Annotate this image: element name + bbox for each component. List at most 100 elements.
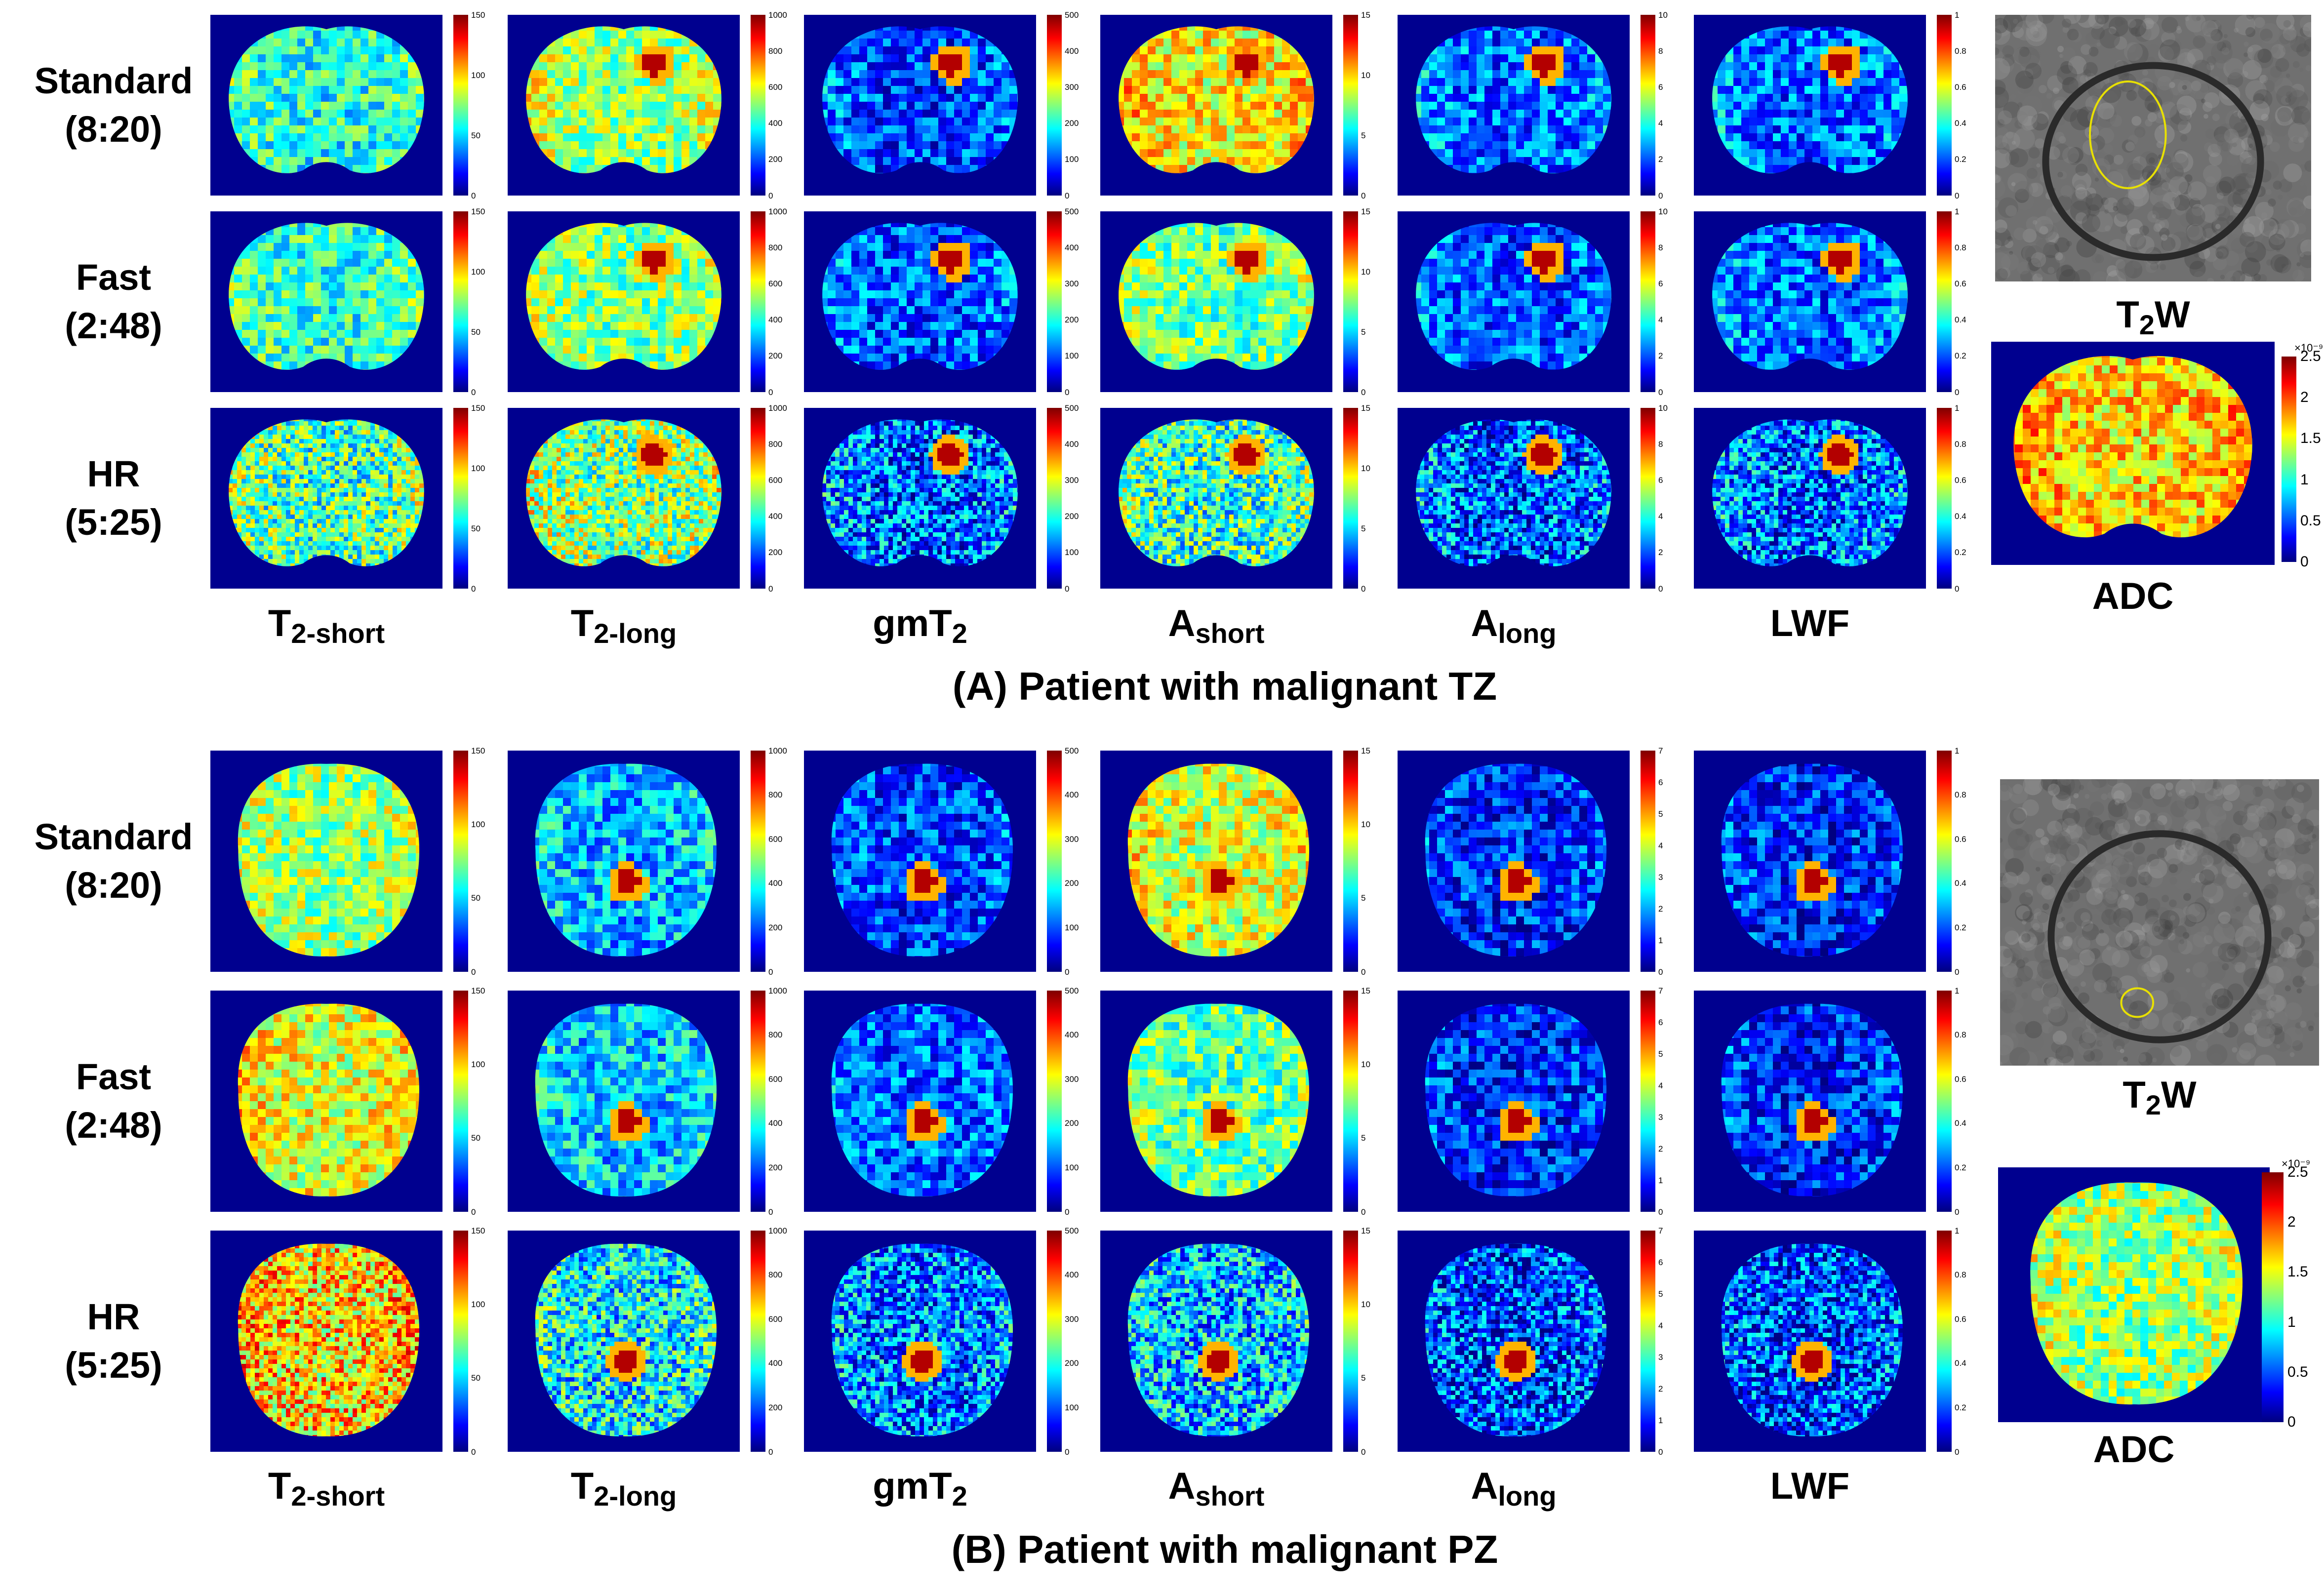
colorbar	[1937, 211, 1952, 392]
column-label-main: LWF	[1770, 1465, 1849, 1507]
colorbar-tick-label: 5	[1361, 328, 1365, 336]
colorbar-tick-label: 10	[1361, 71, 1370, 80]
colorbar-tick-label: 150	[471, 404, 485, 412]
colorbar-tick-label: 0	[1361, 1208, 1365, 1216]
colorbar-tick-label: 50	[471, 1134, 481, 1142]
colorbar-tick-label: 15	[1361, 747, 1370, 755]
colorbar-tick-label: 4	[1658, 1321, 1663, 1330]
colorbar-tick-label: 15	[1361, 207, 1370, 216]
parameter-map	[804, 751, 1036, 972]
colorbar-tick-label: 400	[1065, 243, 1079, 252]
column-label: LWF	[1694, 605, 1926, 647]
panel-caption: (A) Patient with malignant TZ	[494, 667, 1956, 706]
t2w-label-sub: 2	[2146, 1089, 2161, 1120]
colorbar-tick-label: 800	[768, 1031, 782, 1039]
colorbar-tick-label: 2	[1658, 352, 1663, 360]
colorbar-tick-label: 0	[1658, 1448, 1663, 1456]
colorbar	[1641, 408, 1655, 589]
column-label: Along	[1398, 605, 1630, 647]
colorbar-tick-label: 3	[1658, 1113, 1663, 1121]
colorbar-tick-label: 5	[1361, 1374, 1365, 1382]
colorbar	[1937, 1231, 1952, 1452]
row-label-time: (5:25)	[0, 1341, 227, 1390]
colorbar-tick-label: 600	[768, 1075, 782, 1083]
parameter-map	[1100, 15, 1332, 196]
colorbar-tick-label: 600	[768, 835, 782, 843]
colorbar-tick-label: 500	[1065, 404, 1079, 412]
colorbar-tick-label: 1000	[768, 987, 787, 995]
colorbar-tick-label: 6	[1658, 83, 1663, 91]
colorbar-tick-label: 150	[471, 1227, 485, 1235]
colorbar-tick-label: 0.4	[1955, 1359, 1966, 1367]
colorbar-tick-label: 400	[1065, 440, 1079, 448]
t2w-label-main: T	[2123, 1074, 2145, 1116]
colorbar-tick-label: 0	[471, 1208, 476, 1216]
colorbar-tick-label: 800	[768, 243, 782, 252]
colorbar-tick-label: 1	[1658, 1176, 1663, 1185]
parameter-map	[1100, 408, 1332, 589]
colorbar-tick-label: 0	[768, 192, 773, 200]
t2w-label-main: T	[2116, 294, 2139, 336]
colorbar	[751, 408, 765, 589]
colorbar-tick-label: 3	[1658, 873, 1663, 881]
colorbar-tick-label: 8	[1658, 243, 1663, 252]
row-label: HR (5:25)	[0, 450, 227, 547]
colorbar-tick-label: 150	[471, 207, 485, 216]
row-label-name: Fast	[0, 253, 227, 302]
row-label: Standard (8:20)	[0, 57, 227, 154]
parameter-map	[804, 1231, 1036, 1452]
parameter-map	[804, 408, 1036, 589]
colorbar	[453, 211, 468, 392]
colorbar-tick-label: 5	[1658, 1050, 1663, 1058]
t2w-label: T2W	[1995, 296, 2311, 339]
colorbar-tick-label: 0	[1361, 192, 1365, 200]
colorbar-tick-label: 0	[471, 585, 476, 593]
colorbar-tick-label: 100	[471, 71, 485, 80]
column-label: Ashort	[1100, 1468, 1332, 1510]
colorbar	[1047, 408, 1062, 589]
adc-colorbar	[2282, 357, 2296, 562]
colorbar-tick-label: 1	[1955, 404, 1959, 412]
colorbar-tick-label: 50	[471, 1374, 481, 1382]
colorbar-tick-label: 0	[471, 1448, 476, 1456]
colorbar-tick-label: 4	[1658, 512, 1663, 520]
colorbar-tick-label: 0.6	[1955, 1315, 1966, 1323]
colorbar	[1937, 408, 1952, 589]
colorbar-tick-label: 200	[768, 548, 782, 557]
parameter-map	[210, 991, 442, 1212]
column-label-main: gmT	[873, 1465, 952, 1507]
row-label-name: HR	[0, 450, 227, 498]
column-label-sub: short	[1195, 1480, 1264, 1512]
colorbar-tick-label: 1	[2287, 1315, 2296, 1330]
row-label-name: HR	[0, 1293, 227, 1341]
colorbar	[1343, 991, 1358, 1212]
colorbar-tick-label: 0.8	[1955, 1031, 1966, 1039]
colorbar-tick-label: 500	[1065, 1227, 1079, 1235]
colorbar-tick-label: 0	[1065, 1448, 1069, 1456]
column-label: LWF	[1694, 1468, 1926, 1510]
row-label-time: (8:20)	[0, 861, 227, 910]
colorbar	[751, 751, 765, 972]
colorbar-tick-label: 1	[1955, 207, 1959, 216]
adc-label: ADC	[1998, 1431, 2270, 1469]
parameter-map	[804, 211, 1036, 392]
colorbar	[1343, 408, 1358, 589]
parameter-map	[1694, 408, 1926, 589]
colorbar-tick-label: 0	[1361, 585, 1365, 593]
colorbar-tick-label: 2	[2287, 1215, 2296, 1230]
column-label-main: T	[268, 1465, 291, 1507]
colorbar-tick-label: 100	[471, 820, 485, 829]
column-label: T2-long	[508, 605, 740, 647]
t2w-label-suffix: W	[2155, 294, 2190, 336]
colorbar-tick-label: 0	[1361, 1448, 1365, 1456]
colorbar-tick-label: 0.5	[2300, 513, 2321, 528]
colorbar-tick-label: 100	[471, 1060, 485, 1069]
column-label-sub: 2-short	[291, 618, 385, 649]
colorbar-tick-label: 100	[1065, 155, 1079, 163]
row-label-time: (8:20)	[0, 105, 227, 154]
colorbar-tick-label: 0	[1955, 1448, 1959, 1456]
colorbar-tick-label: 400	[768, 879, 782, 887]
colorbar-tick-label: 2.5	[2300, 349, 2321, 364]
colorbar	[1343, 211, 1358, 392]
row-label-time: (5:25)	[0, 498, 227, 547]
